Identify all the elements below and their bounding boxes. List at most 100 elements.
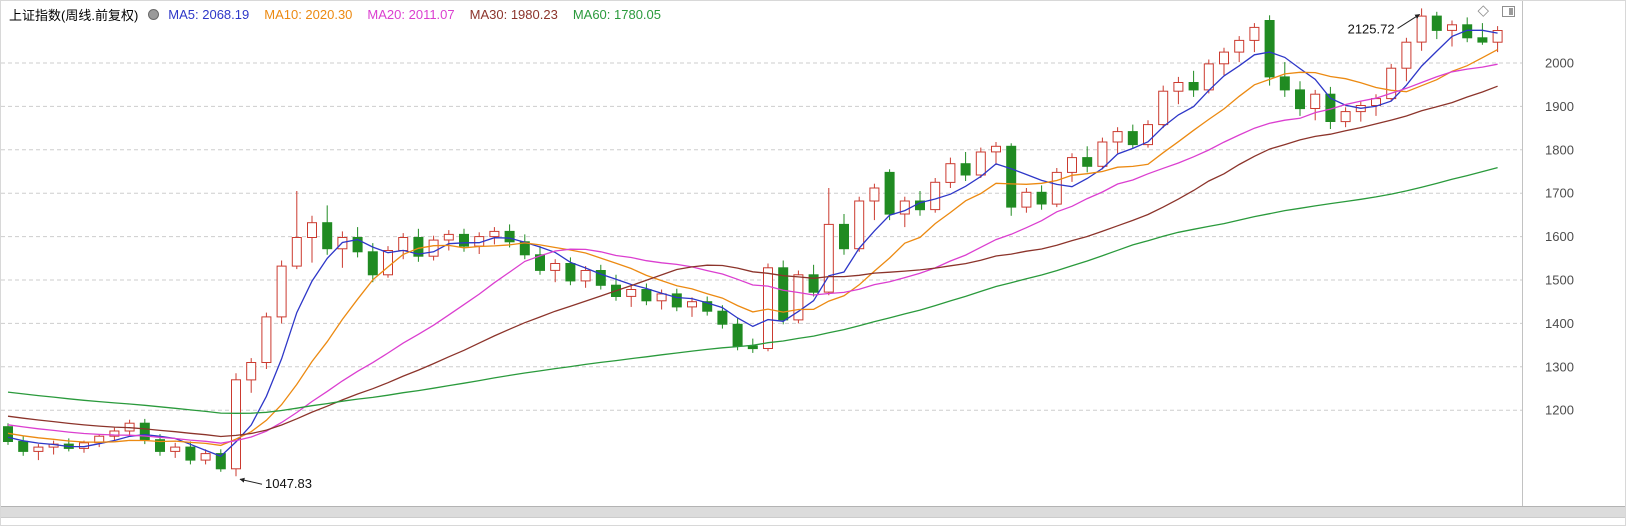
candle-body (307, 222, 317, 238)
svg-text:2000: 2000 (1545, 56, 1574, 71)
ma-indicator-label: MA60: 1780.05 (572, 6, 662, 22)
candle-body (367, 251, 378, 276)
candle-body (793, 274, 804, 321)
candle-body (155, 439, 165, 452)
svg-text:1600: 1600 (1545, 229, 1574, 244)
candle-body (854, 200, 865, 250)
candle-body (1447, 24, 1457, 31)
candle-body (899, 200, 910, 215)
candle-body (960, 163, 971, 176)
candle-body (215, 453, 226, 470)
candle-body (823, 223, 834, 293)
candle-body (1188, 82, 1199, 91)
candle-body (839, 223, 849, 250)
candle-body (626, 289, 637, 297)
candle-body (246, 362, 257, 381)
window-layout-icon[interactable] (1502, 5, 1515, 17)
candle-body (428, 239, 439, 257)
candle-body (1295, 89, 1305, 110)
svg-text:1800: 1800 (1545, 142, 1574, 157)
candle-body (717, 310, 728, 325)
candle-body (763, 267, 773, 349)
candle-body (702, 301, 713, 312)
ma-indicator-label: MA10: 2020.30 (264, 6, 353, 22)
high-annotation-arrow (1397, 13, 1421, 29)
candle-body (352, 237, 363, 253)
candle-body (1462, 24, 1473, 39)
chart-title: 上证指数(周线.前复权) (9, 7, 139, 23)
svg-text:1200: 1200 (1545, 403, 1574, 418)
y-axis-labels: 2000 1900 1800 1700 1600 1500 1400 1300 1200 (1545, 56, 1574, 418)
candle-body (1067, 157, 1077, 173)
candle-body (1340, 111, 1351, 123)
candle-body (1492, 30, 1503, 43)
candle-body (398, 237, 409, 251)
candle-body (261, 316, 272, 363)
ma20-line (7, 63, 1498, 444)
candle-body (1264, 20, 1275, 78)
candle-body (1371, 98, 1381, 106)
ma-indicator-label: MA30: 1980.23 (469, 6, 558, 22)
candle-body (170, 446, 181, 452)
candle-body (1173, 82, 1184, 92)
candle-body (975, 151, 986, 176)
candle-body (808, 274, 819, 293)
candle-body (595, 270, 606, 286)
low-annotation-arrow (239, 477, 263, 485)
candle-body (1219, 51, 1229, 65)
gridlines (1, 62, 1522, 411)
candle-body (656, 293, 667, 302)
candle-body (1097, 141, 1108, 167)
candle-body (443, 233, 454, 241)
candle-body (535, 254, 545, 271)
candle-body (991, 145, 1001, 153)
ma30-line (7, 85, 1498, 438)
candle-body (1203, 63, 1214, 91)
horizontal-scrollbar[interactable] (1, 506, 1625, 518)
candle-body (732, 323, 743, 347)
ma-lines-layer (7, 29, 1498, 457)
svg-text:1900: 1900 (1545, 99, 1574, 114)
candle-body (1082, 157, 1093, 167)
candle-body (778, 267, 789, 321)
candle-body (413, 237, 424, 257)
diamond-icon[interactable]: ◇ (1477, 2, 1489, 19)
candle-body (1477, 37, 1488, 43)
candle-body (459, 233, 469, 247)
candle-body (1249, 26, 1260, 41)
candle-body (1401, 41, 1412, 69)
candle-body (580, 270, 591, 282)
ma-indicator-label: MA20: 2011.07 (367, 6, 455, 22)
candle-body (139, 422, 150, 441)
candle-body (276, 265, 287, 318)
candle-body (231, 379, 241, 470)
circle-icon (148, 8, 160, 20)
candle-body (1036, 191, 1047, 205)
ma10-line (7, 49, 1498, 447)
candle-body (33, 446, 44, 452)
candle-body (1416, 15, 1427, 43)
candle-body (687, 301, 697, 308)
low-annotation: 1047.83 (265, 476, 312, 491)
chart-toolbar: ◇ (1477, 2, 1515, 19)
chart-header: 上证指数(周线.前复权) MA5: 2068.19 MA10: 2020.30 MA… (9, 5, 676, 23)
svg-text:1500: 1500 (1545, 273, 1574, 288)
candle-body (489, 230, 500, 238)
candle-body (1051, 171, 1062, 205)
candle-body (1234, 39, 1245, 53)
candle-body (1006, 145, 1017, 208)
candle-body (504, 230, 515, 243)
candle-body (109, 430, 120, 437)
candle-body (641, 289, 652, 302)
candle-body (930, 181, 941, 211)
candle-body (1279, 76, 1290, 91)
candle-body (550, 263, 561, 271)
candle-body (1310, 93, 1321, 109)
candle-body (322, 222, 333, 250)
candles-layer (3, 8, 1503, 477)
candle-body (1158, 90, 1169, 126)
candle-body (1021, 191, 1032, 208)
svg-text:1300: 1300 (1545, 359, 1574, 374)
